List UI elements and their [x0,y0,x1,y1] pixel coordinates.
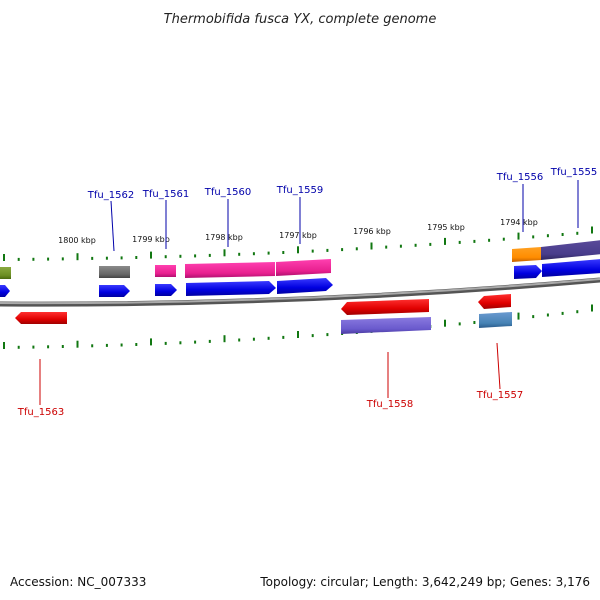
kbp-label-1799: 1799 kbp [132,235,170,244]
forward-outer-features [0,240,600,279]
feature-pink-small [155,265,176,277]
label-leaders [39,180,579,405]
topology-summary: Topology: circular; Length: 3,642,249 bp… [259,575,590,589]
gene-label-tfu-1556: Tfu_1556 [496,172,543,183]
gene-arrow-tfu-1556 [514,265,542,279]
gene-label-tfu-1557: Tfu_1557 [476,390,523,401]
gene-label-tfu-1558: Tfu_1558 [366,399,413,410]
kbp-label-1796: 1796 kbp [353,227,391,236]
gene-label-tfu-1555: Tfu_1555 [550,167,597,178]
map-title: Thermobifida fusca YX, complete genome [164,12,437,27]
kbp-ticks-top [3,226,593,261]
gene-arrow-tfu-1560 [186,281,276,296]
gene-arrow-tfu-1561 [155,284,177,296]
kbp-label-1794: 1794 kbp [500,218,538,227]
kbp-labels: 1800 kbp 1799 kbp 1798 kbp 1797 kbp 1796… [58,218,538,245]
gene-arrow-tfu-1555 [542,259,600,277]
gene-label-tfu-1559: Tfu_1559 [276,185,323,196]
accession-text: Accession: NC_007333 [10,575,146,589]
feature-orange [512,247,541,262]
gene-label-tfu-1562: Tfu_1562 [87,190,134,201]
kbp-label-1795: 1795 kbp [427,223,465,232]
forward-genes [0,259,600,297]
reverse-genes [15,294,512,334]
gene-arrow-tfu-1559 [277,278,333,294]
feature-purple [341,317,431,334]
feature-olive [0,267,11,279]
gene-label-tfu-1560: Tfu_1560 [204,187,251,198]
feature-pink-large [185,262,275,278]
gene-label-tfu-1561: Tfu_1561 [142,189,189,200]
feature-dark-purple [541,240,600,260]
gene-arrow-tfu-1563 [15,312,67,324]
leader-tfu-1562 [110,200,115,252]
leader-tfu-1557 [496,342,501,390]
gene-arrow-tfu-1562 [99,285,130,297]
kbp-label-1800: 1800 kbp [58,236,96,245]
kbp-label-1797: 1797 kbp [279,231,317,240]
gene-labels: Tfu_1555 Tfu_1556 Tfu_1557 Tfu_1558 Tfu_… [17,167,597,418]
gene-arrow-forward [0,285,10,297]
kbp-ticks-bottom [3,304,593,349]
feature-steel-blue [479,312,512,328]
feature-gray [99,266,130,278]
gene-label-tfu-1563: Tfu_1563 [17,407,64,418]
feature-pink-right [276,259,331,276]
gene-arrow-tfu-1557 [478,294,511,309]
gene-arrow-tfu-1558 [341,299,429,315]
kbp-label-1798: 1798 kbp [205,233,243,242]
